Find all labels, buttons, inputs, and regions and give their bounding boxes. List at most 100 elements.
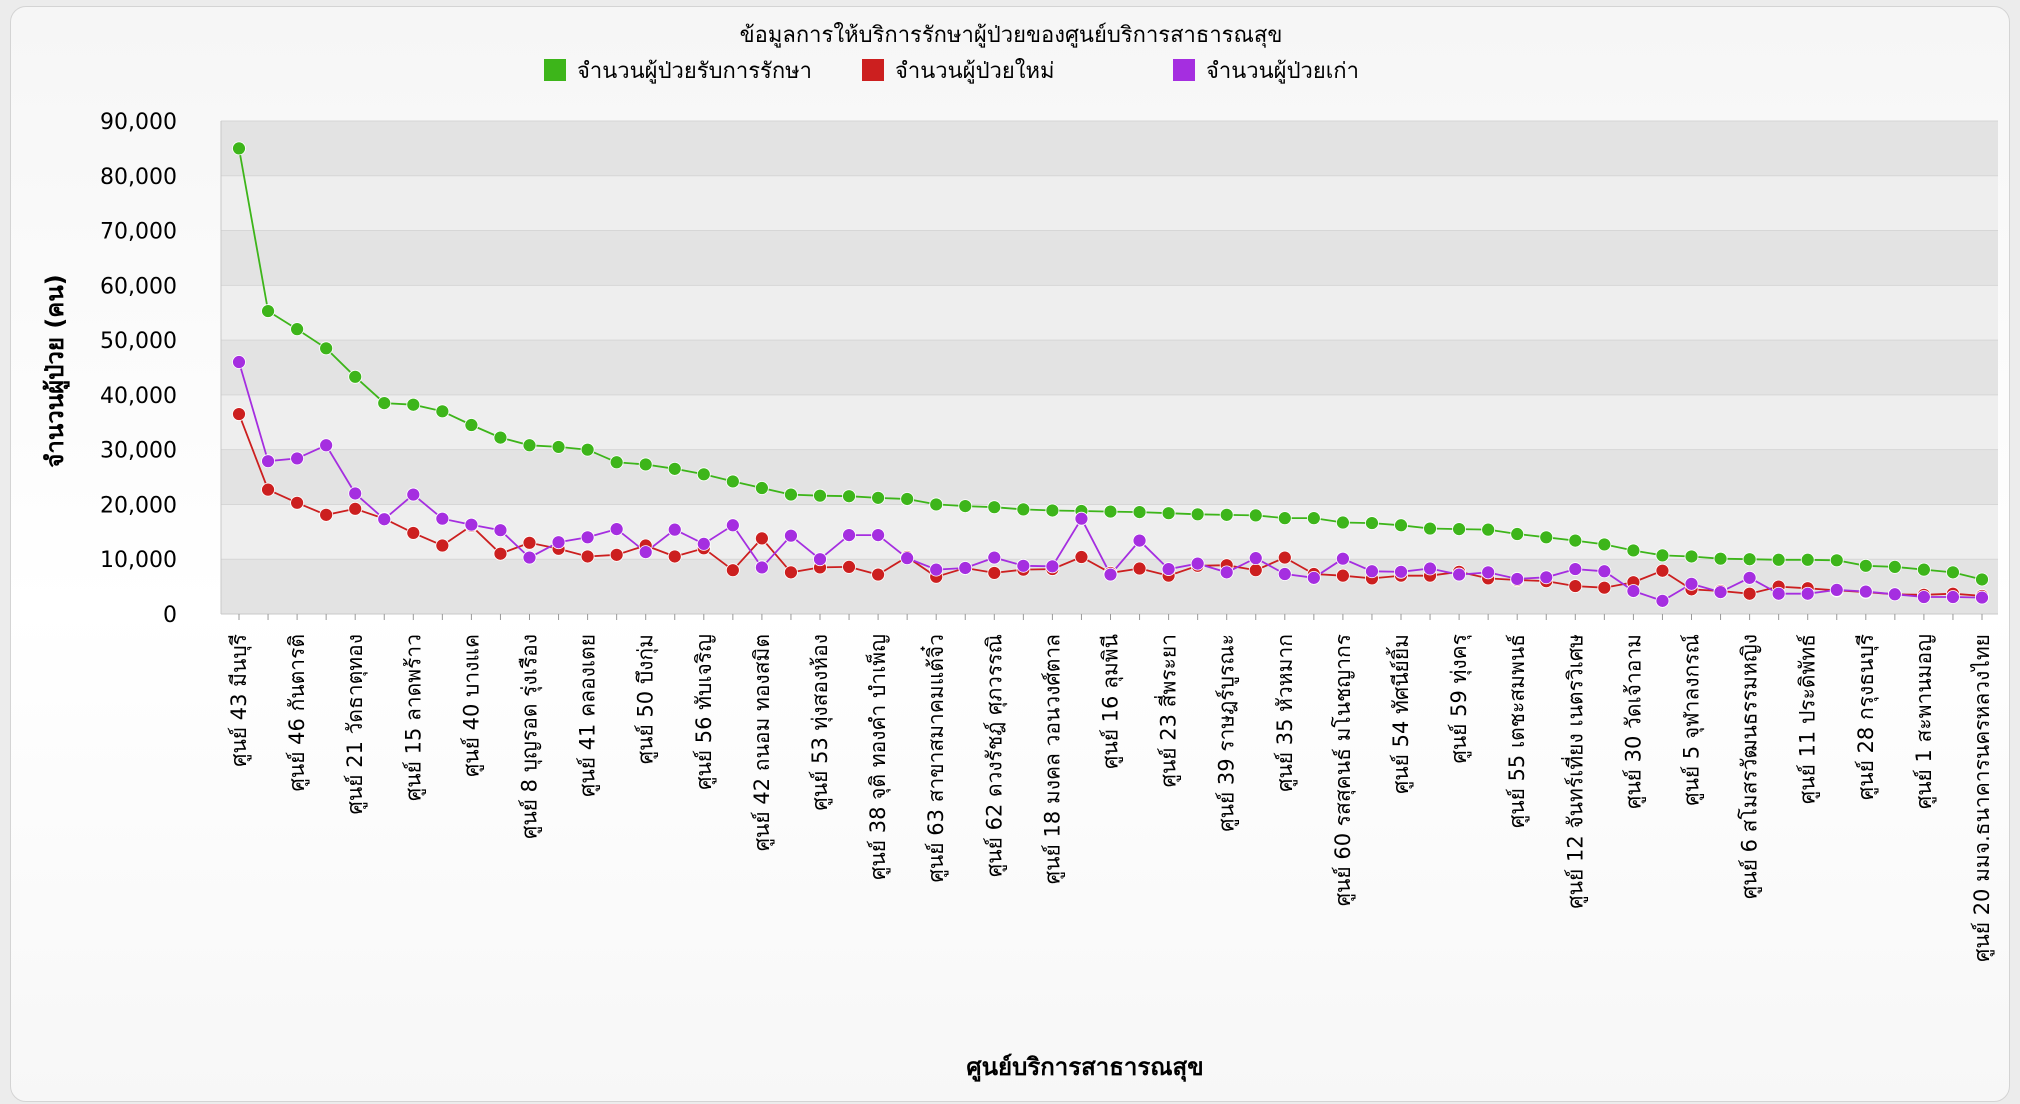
data-point-series-1[interactable] xyxy=(261,482,275,497)
data-point-series-0[interactable] xyxy=(871,490,885,505)
data-point-series-0[interactable] xyxy=(1277,511,1292,526)
data-point-series-0[interactable] xyxy=(1161,506,1176,521)
data-point-series-0[interactable] xyxy=(1306,511,1321,526)
data-point-series-0[interactable] xyxy=(1452,522,1466,536)
data-point-series-2[interactable] xyxy=(1277,567,1292,581)
data-point-series-2[interactable] xyxy=(1771,586,1786,601)
data-point-series-0[interactable] xyxy=(435,404,450,419)
data-point-series-2[interactable] xyxy=(551,535,566,550)
data-point-series-0[interactable] xyxy=(609,455,624,470)
data-point-series-2[interactable] xyxy=(696,536,711,551)
data-point-series-0[interactable] xyxy=(1394,518,1408,533)
data-point-series-2[interactable] xyxy=(1742,570,1757,585)
data-point-series-2[interactable] xyxy=(580,530,595,545)
data-point-series-1[interactable] xyxy=(1277,550,1292,565)
data-point-series-2[interactable] xyxy=(1190,556,1205,571)
data-point-series-1[interactable] xyxy=(522,535,537,550)
data-point-series-2[interactable] xyxy=(813,552,827,567)
data-point-series-2[interactable] xyxy=(1655,593,1670,608)
data-point-series-0[interactable] xyxy=(813,488,827,503)
data-point-series-0[interactable] xyxy=(348,369,363,384)
data-point-series-1[interactable] xyxy=(1597,580,1612,595)
data-point-series-1[interactable] xyxy=(871,567,885,582)
data-point-series-0[interactable] xyxy=(1917,562,1931,577)
data-point-series-0[interactable] xyxy=(1655,548,1670,563)
data-point-series-2[interactable] xyxy=(1074,511,1089,526)
data-point-series-1[interactable] xyxy=(987,566,1002,580)
data-point-series-2[interactable] xyxy=(1539,570,1554,585)
data-point-series-2[interactable] xyxy=(1103,567,1118,582)
data-point-series-1[interactable] xyxy=(725,563,740,578)
data-point-series-2[interactable] xyxy=(1394,564,1408,579)
data-point-series-2[interactable] xyxy=(1887,587,1902,602)
data-point-series-2[interactable] xyxy=(1016,558,1031,573)
data-point-series-0[interactable] xyxy=(638,457,653,472)
data-point-series-2[interactable] xyxy=(1626,584,1641,598)
data-point-series-0[interactable] xyxy=(261,304,275,318)
data-point-series-0[interactable] xyxy=(1858,558,1873,573)
data-point-series-2[interactable] xyxy=(1481,565,1496,580)
data-point-series-1[interactable] xyxy=(667,549,682,564)
data-point-series-0[interactable] xyxy=(1365,516,1379,530)
data-point-series-1[interactable] xyxy=(1655,563,1670,578)
data-point-series-0[interactable] xyxy=(1045,503,1060,518)
data-point-series-2[interactable] xyxy=(667,522,682,537)
data-point-series-0[interactable] xyxy=(1684,549,1699,564)
data-point-series-2[interactable] xyxy=(493,523,508,538)
data-point-series-0[interactable] xyxy=(929,497,944,512)
data-point-series-0[interactable] xyxy=(1742,552,1757,567)
data-point-series-0[interactable] xyxy=(1481,522,1496,537)
data-point-series-2[interactable] xyxy=(987,550,1002,565)
data-point-series-0[interactable] xyxy=(319,341,334,356)
data-point-series-1[interactable] xyxy=(1742,586,1757,601)
data-point-series-1[interactable] xyxy=(435,538,450,553)
data-point-series-2[interactable] xyxy=(1713,585,1728,599)
data-point-series-2[interactable] xyxy=(1684,576,1699,591)
data-point-series-0[interactable] xyxy=(464,418,479,432)
data-point-series-2[interactable] xyxy=(958,561,973,575)
data-point-series-0[interactable] xyxy=(1016,502,1031,517)
data-point-series-2[interactable] xyxy=(261,454,275,469)
data-point-series-2[interactable] xyxy=(1336,551,1350,566)
data-point-series-2[interactable] xyxy=(232,355,246,369)
data-point-series-2[interactable] xyxy=(377,512,392,527)
data-point-series-0[interactable] xyxy=(1510,527,1525,541)
data-point-series-0[interactable] xyxy=(1626,543,1641,558)
data-point-series-1[interactable] xyxy=(580,549,595,564)
data-point-series-2[interactable] xyxy=(638,545,653,560)
data-point-series-2[interactable] xyxy=(725,518,740,533)
data-point-series-0[interactable] xyxy=(1248,508,1263,523)
data-point-series-1[interactable] xyxy=(755,531,769,546)
data-point-series-0[interactable] xyxy=(232,141,246,156)
data-point-series-1[interactable] xyxy=(493,546,508,561)
data-point-series-1[interactable] xyxy=(406,526,421,540)
data-point-series-0[interactable] xyxy=(522,438,537,453)
data-point-series-1[interactable] xyxy=(1132,561,1147,576)
data-point-series-1[interactable] xyxy=(348,501,363,516)
data-point-series-2[interactable] xyxy=(1452,567,1466,582)
data-point-series-0[interactable] xyxy=(580,442,595,457)
data-point-series-2[interactable] xyxy=(900,551,915,566)
data-point-series-2[interactable] xyxy=(929,562,944,577)
data-point-series-0[interactable] xyxy=(755,481,769,495)
data-point-series-0[interactable] xyxy=(1975,572,1989,587)
data-point-series-2[interactable] xyxy=(1219,565,1234,580)
data-point-series-1[interactable] xyxy=(784,565,798,580)
data-point-series-2[interactable] xyxy=(784,528,798,543)
data-point-series-2[interactable] xyxy=(1568,562,1583,576)
data-point-series-0[interactable] xyxy=(406,397,421,412)
data-point-series-0[interactable] xyxy=(1568,533,1583,548)
data-point-series-2[interactable] xyxy=(842,528,856,543)
data-point-series-2[interactable] xyxy=(406,487,421,502)
data-point-series-1[interactable] xyxy=(1074,550,1089,564)
data-point-series-2[interactable] xyxy=(609,522,624,536)
data-point-series-0[interactable] xyxy=(1219,507,1234,522)
data-point-series-2[interactable] xyxy=(755,560,769,575)
data-point-series-2[interactable] xyxy=(1510,572,1525,586)
data-point-series-2[interactable] xyxy=(1161,562,1176,576)
data-point-series-2[interactable] xyxy=(348,486,363,501)
data-point-series-0[interactable] xyxy=(377,396,392,411)
data-point-series-1[interactable] xyxy=(609,547,624,562)
data-point-series-2[interactable] xyxy=(290,451,305,466)
data-point-series-0[interactable] xyxy=(900,492,915,506)
